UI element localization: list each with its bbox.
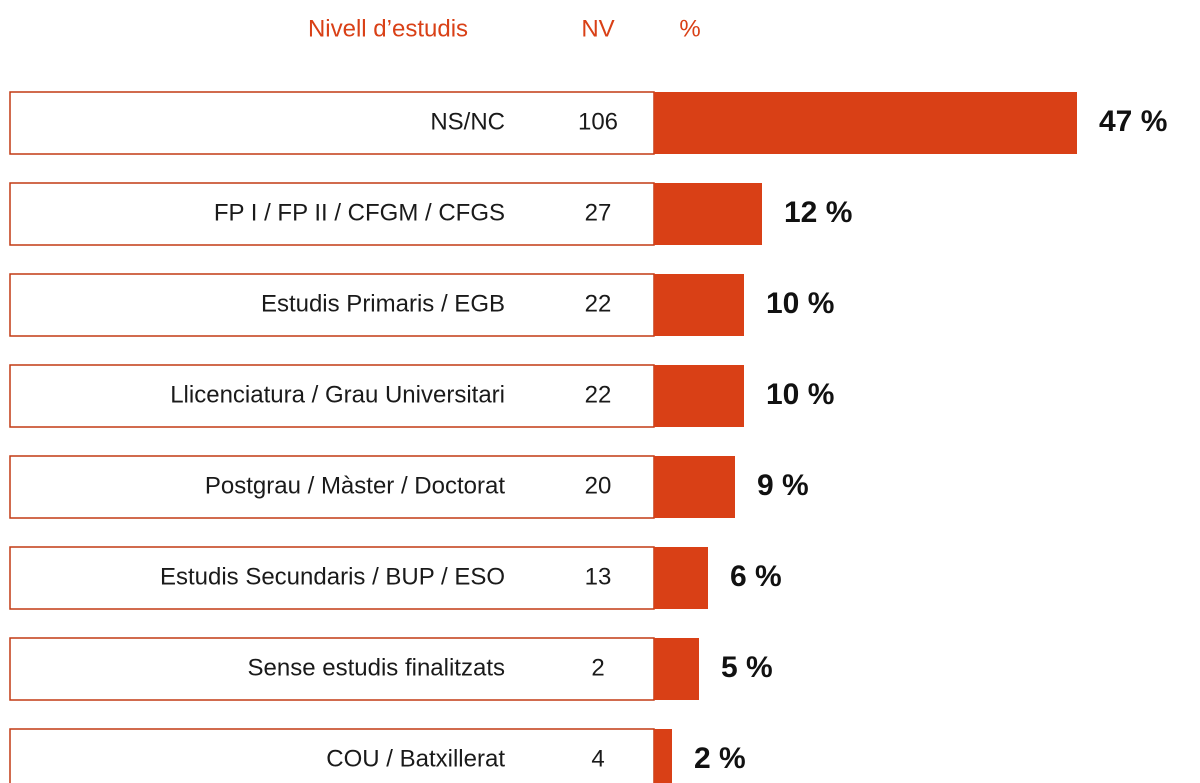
count-label: 22 <box>585 290 612 317</box>
percent-label: 9 % <box>757 469 809 502</box>
header-level: Nivell d’estudis <box>308 15 468 42</box>
row-box <box>9 364 655 428</box>
row-box <box>9 182 655 246</box>
count-label: 106 <box>578 108 618 135</box>
bar <box>654 183 762 245</box>
bar <box>654 547 708 609</box>
header-percent: % <box>679 15 700 42</box>
category-label: Postgrau / Màster / Doctorat <box>205 472 505 499</box>
bar <box>654 456 735 518</box>
count-label: 2 <box>591 654 604 681</box>
bar <box>654 274 744 336</box>
header-count: NV <box>581 15 614 42</box>
row-box <box>9 273 655 337</box>
count-label: 22 <box>585 381 612 408</box>
percent-label: 12 % <box>784 196 852 229</box>
percent-label: 10 % <box>766 287 834 320</box>
row-box <box>9 455 655 519</box>
percent-label: 6 % <box>730 560 782 593</box>
category-label: Llicenciatura / Grau Universitari <box>170 381 505 408</box>
bar <box>654 365 744 427</box>
row-box <box>9 637 655 701</box>
bar <box>654 729 672 783</box>
percent-label: 2 % <box>694 742 746 775</box>
category-label: FP I / FP II / CFGM / CFGS <box>214 199 505 226</box>
category-label: Estudis Primaris / EGB <box>261 290 505 317</box>
count-label: 4 <box>591 745 604 772</box>
percent-label: 10 % <box>766 378 834 411</box>
percent-label: 47 % <box>1099 105 1167 138</box>
bar <box>654 92 1077 154</box>
count-label: 20 <box>585 472 612 499</box>
count-label: 13 <box>585 563 612 590</box>
category-label: Sense estudis finalitzats <box>248 654 505 681</box>
category-label: COU / Batxillerat <box>326 745 505 772</box>
row-box <box>9 546 655 610</box>
category-label: Estudis Secundaris / BUP / ESO <box>160 563 505 590</box>
category-label: NS/NC <box>430 108 505 135</box>
bar <box>654 638 699 700</box>
row-box <box>9 91 655 155</box>
count-label: 27 <box>585 199 612 226</box>
percent-label: 5 % <box>721 651 773 684</box>
